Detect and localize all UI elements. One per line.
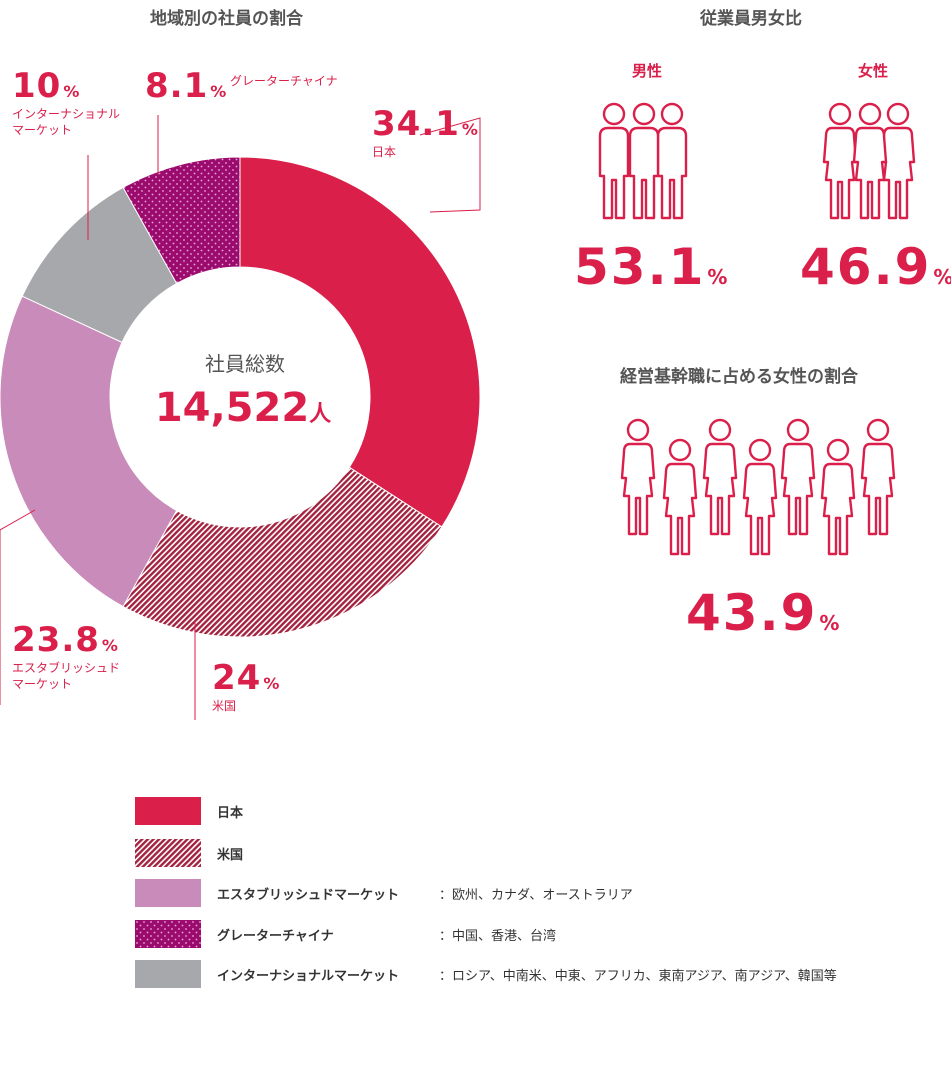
- region-chart-title: 地域別の社員の割合: [150, 9, 303, 29]
- donut-chart: [0, 115, 481, 720]
- data-label-established: 23.8%: [12, 620, 119, 660]
- female-person-icon: [702, 418, 738, 536]
- female-person-icon: [860, 418, 896, 536]
- male-person-icon: [598, 102, 630, 220]
- female-person-icon: [820, 438, 856, 556]
- total-employees-value: 14,522人: [113, 385, 373, 431]
- callout-established: 23.8% エスタブリッシュド マーケット: [12, 620, 120, 692]
- total-employees-unit: 人: [309, 402, 332, 427]
- legend-swatch-us: [135, 839, 201, 867]
- total-employees-number: 14,522: [154, 385, 310, 431]
- legend-swatch-japan: [135, 797, 201, 825]
- female-person-icon: [822, 102, 858, 220]
- data-label-us: 24%: [212, 658, 281, 698]
- legend-item-greater-china: グレーターチャイナ ：中国、香港、台湾: [135, 920, 895, 948]
- female-label: 女性: [858, 62, 889, 80]
- female-ratio-value: 46.9%: [800, 238, 951, 296]
- legend-label-japan: 日本: [217, 806, 244, 821]
- female-person-icon: [780, 418, 816, 536]
- legend-swatch-established: [135, 879, 201, 907]
- male-person-icon: [628, 102, 660, 220]
- female-person-icon: [880, 102, 916, 220]
- callout-international: 10% インターナショナル マーケット: [12, 66, 120, 138]
- leader-line-established: [0, 509, 36, 705]
- female-person-icon: [742, 438, 778, 556]
- legend-note-established: ：欧州、カナダ、オーストラリア: [439, 888, 633, 903]
- legend-label-international: インターナショナルマーケット: [217, 969, 400, 984]
- legend-item-japan: 日本: [135, 797, 895, 825]
- segment-name-greater-china: グレーターチャイナ: [230, 74, 338, 88]
- donut-segment-us: [122, 466, 443, 638]
- legend-swatch-greater-china: [135, 920, 201, 948]
- donut-segment-japan: [239, 156, 481, 528]
- total-employees-label: 社員総数: [205, 352, 285, 376]
- management-title: 経営基幹職に占める女性の割合: [620, 367, 858, 387]
- data-label-greater-china: 8.1%: [145, 66, 228, 106]
- male-ratio-value: 53.1%: [574, 238, 730, 296]
- legend-note-greater-china: ：中国、香港、台湾: [439, 929, 557, 944]
- segment-name-us: 米国: [212, 699, 237, 713]
- male-label: 男性: [632, 62, 663, 80]
- male-person-icon: [656, 102, 688, 220]
- management-women-icon: [620, 418, 896, 556]
- legend-swatch-international: [135, 960, 201, 988]
- segment-name-international: インターナショナル マーケット: [12, 107, 121, 137]
- leader-line-japan: [419, 117, 481, 213]
- data-label-international: 10%: [12, 66, 81, 106]
- legend-item-us: 米国: [135, 839, 895, 867]
- callout-japan: 34.1% 日本: [372, 104, 479, 160]
- gender-ratio-title: 従業員男女比: [700, 9, 802, 29]
- data-label-japan: 34.1%: [372, 104, 479, 144]
- segment-name-established: エスタブリッシュド マーケット: [12, 661, 121, 691]
- legend-item-international: インターナショナルマーケット ：ロシア、中南米、中東、アフリカ、東南アジア、南ア…: [135, 960, 895, 988]
- legend-note-international: ：ロシア、中南米、中東、アフリカ、東南アジア、南アジア、韓国等: [439, 969, 837, 984]
- legend-item-established: エスタブリッシュドマーケット ：欧州、カナダ、オーストラリア: [135, 879, 895, 907]
- management-ratio-value: 43.9%: [686, 584, 842, 642]
- female-person-icon: [852, 102, 888, 220]
- segment-name-japan: 日本: [372, 145, 397, 159]
- female-person-icon: [662, 438, 698, 556]
- female-group-icon: [822, 102, 916, 220]
- callout-greater-china: 8.1%: [145, 66, 227, 106]
- donut-segment-established: [0, 295, 178, 608]
- male-group-icon: [598, 102, 688, 220]
- legend-label-us: 米国: [217, 848, 244, 863]
- legend-label-greater-china: グレーターチャイナ: [217, 929, 334, 944]
- callout-us: 24% 米国: [212, 658, 280, 714]
- female-person-icon: [620, 418, 656, 536]
- donut-segment-greater_china: [122, 156, 241, 285]
- legend-label-established: エスタブリッシュドマーケット: [217, 888, 400, 903]
